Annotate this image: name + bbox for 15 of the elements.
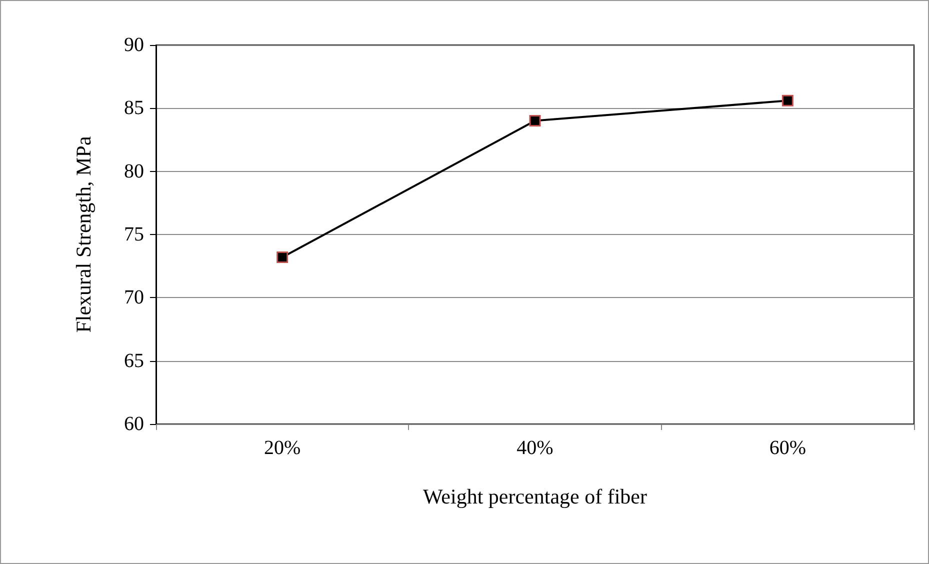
x-tick-label: 20% <box>264 437 301 459</box>
y-tick-label: 75 <box>124 224 144 246</box>
y-tick-label: 85 <box>124 97 144 120</box>
point <box>529 115 541 127</box>
point <box>276 251 288 263</box>
y-axis-title: Flexural Strength, MPa <box>72 136 96 333</box>
point <box>782 94 794 106</box>
x-axis-title: Weight percentage of fiber <box>423 484 647 508</box>
y-tick-label: 65 <box>124 350 144 372</box>
y-tick-label: 90 <box>124 34 144 56</box>
x-tick-label: 40% <box>516 437 554 459</box>
y-tick-label: 60 <box>124 413 144 435</box>
y-tick-label: 80 <box>124 160 144 182</box>
y-tick-label: 70 <box>124 286 144 309</box>
x-tick-label: 60% <box>769 437 806 459</box>
